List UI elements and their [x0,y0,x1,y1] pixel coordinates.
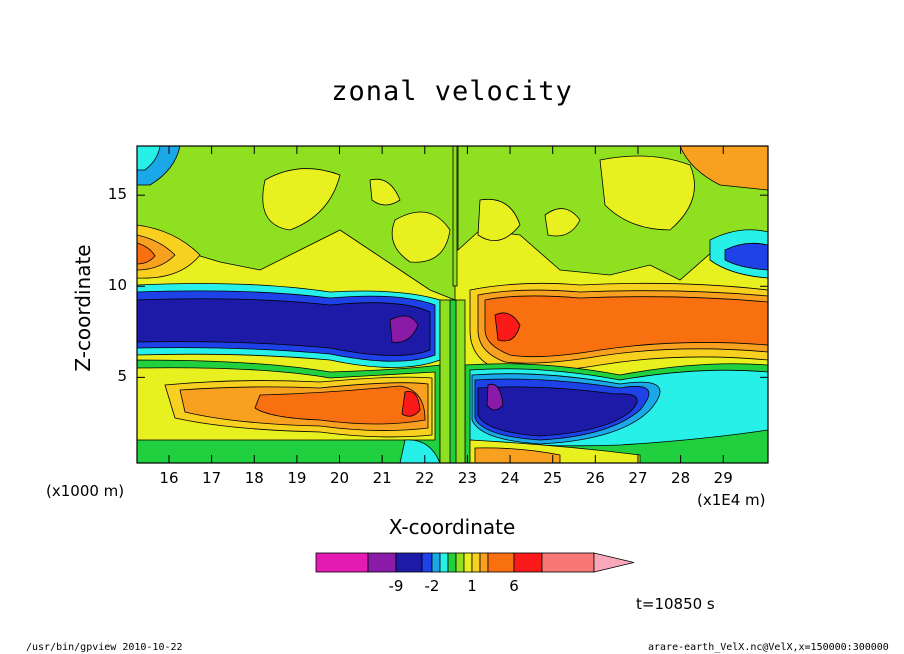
contour-band [399,439,441,463]
contour-band [449,299,457,463]
x-tick-label: 17 [202,469,222,487]
x-unit-label: (x1000 m) [46,482,125,500]
contour-band [486,383,504,411]
colorbar-swatch [513,552,543,573]
y-tick-label: 15 [107,185,127,204]
colorbar-over-arrow [593,552,635,573]
contour-band [262,168,341,231]
contour-band [599,155,695,231]
contour-band [391,211,451,263]
contour-band [544,208,581,237]
x-tick-label: 24 [500,469,520,487]
x-tick-label: 27 [628,469,648,487]
colorbar-swatch [439,552,449,573]
y-tick-label: 10 [107,276,127,295]
x-tick-label: 22 [415,469,435,487]
contour-band [484,295,768,358]
y-axis-title: Z-coordinate [71,244,95,372]
colorbar-tick-label: -9 [388,577,404,595]
contour-band [724,242,768,271]
colorbar-swatch [421,552,433,573]
footer-left: /usr/bin/gpview 2010-10-22 [26,642,183,653]
colorbar-swatch [541,552,595,573]
colorbar-swatch [487,552,515,573]
y-tick-label: 5 [117,367,127,386]
x-tick-label: 25 [543,469,563,487]
contour-band [477,198,521,242]
x-tick-label: 16 [159,469,179,487]
x-tick-label: 29 [713,469,733,487]
colorbar-tick-label: -2 [424,577,440,595]
contour-band [137,298,431,356]
colorbar-tick-label: 6 [509,577,519,595]
colorbar-swatch [463,552,473,573]
x-axis-title: X-coordinate [388,515,516,539]
time-label: t=10850 s [636,595,715,613]
contour-band [401,391,421,417]
contour-band [369,178,401,206]
x-scale-note: (x1E4 m) [697,491,766,509]
x-tick-label: 28 [671,469,691,487]
x-tick-label: 21 [372,469,392,487]
contour-band [477,386,638,437]
chart-title: zonal velocity [331,76,573,107]
contour-band [679,146,768,191]
colorbar-swatch [315,552,369,573]
x-tick-label: 18 [244,469,264,487]
contour-band [254,385,426,425]
x-tick-label: 23 [457,469,477,487]
colorbar-swatch [431,552,441,573]
contour-band [137,242,156,265]
x-tick-label: 19 [287,469,307,487]
colorbar-swatch [395,552,423,573]
colorbar-swatch [367,552,397,573]
colorbar-tick-label: 1 [467,577,477,595]
colorbar-swatch [447,552,457,573]
contour-band [389,315,419,343]
x-tick-label: 20 [329,469,350,487]
contour-band [494,312,521,342]
plot-frame [136,145,769,464]
contour-band [452,146,458,287]
colorbar-swatch [479,552,489,573]
colorbar-swatch [471,552,481,573]
colorbar-swatch [455,552,465,573]
x-tick-label: 26 [585,469,605,487]
footer-right: arare-earth_VelX.nc@VelX,x=150000:300000 [648,642,889,653]
contour-band [474,447,561,463]
